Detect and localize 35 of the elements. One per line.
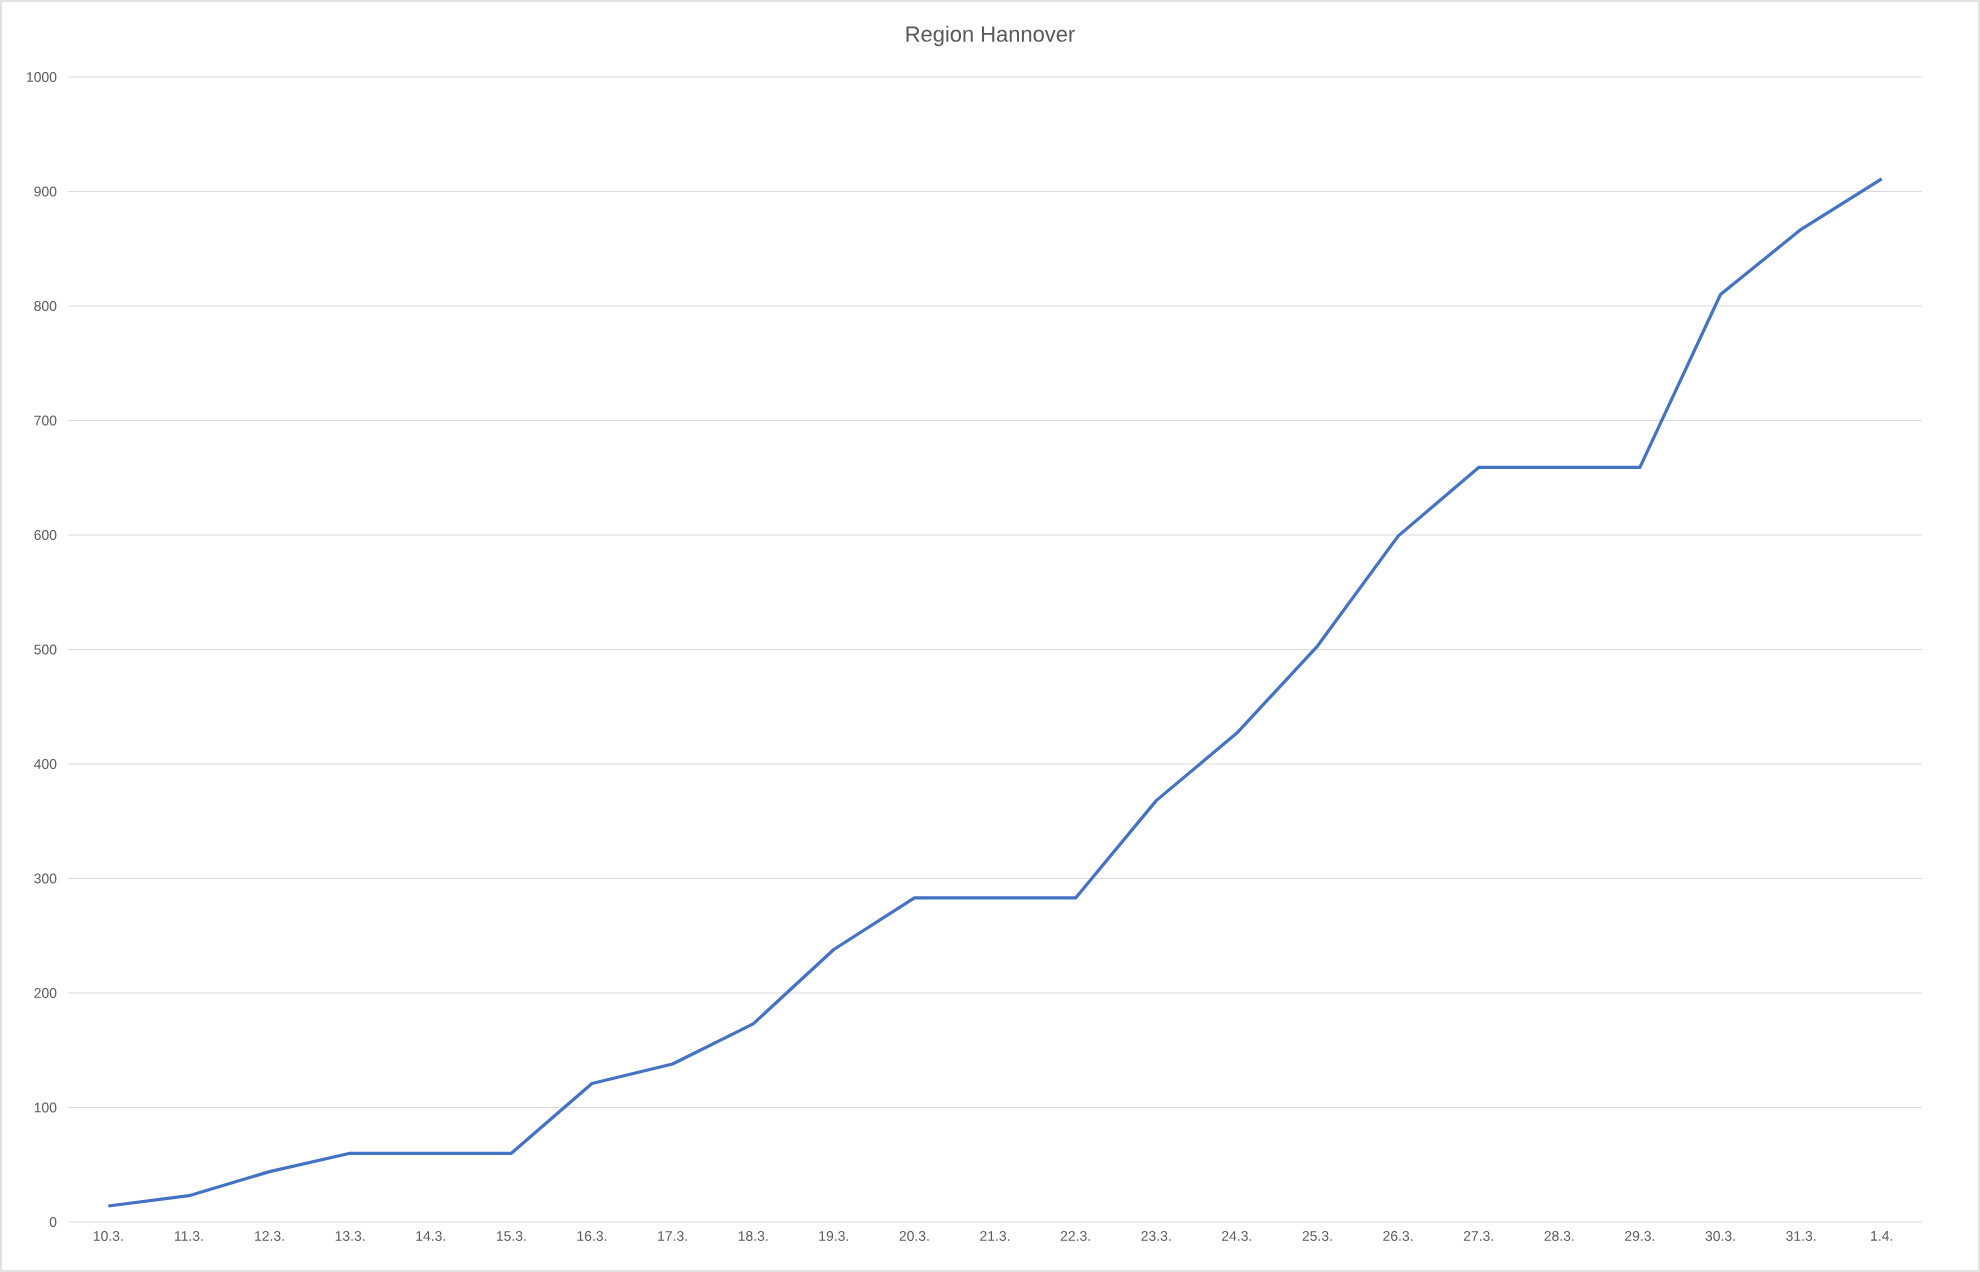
- y-tick-label: 300: [34, 873, 57, 884]
- x-tick-label: 26.3.: [1383, 1231, 1413, 1241]
- chart-title: Region Hannover: [906, 25, 1075, 47]
- x-tick-label: 11.3.: [174, 1231, 203, 1241]
- x-tick-label: 14.3.: [416, 1231, 445, 1241]
- x-tick-label: 19.3.: [819, 1231, 849, 1241]
- x-tick-label: 28.3.: [1544, 1231, 1574, 1241]
- x-tick-label: 13.3.: [335, 1231, 365, 1241]
- x-tick-label: 22.3.: [1060, 1231, 1090, 1241]
- x-tick-label: 31.3.: [1786, 1231, 1816, 1241]
- y-tick-label: 600: [34, 530, 57, 540]
- x-tick-label: 20.3.: [899, 1231, 929, 1241]
- x-tick-label: 30.3.: [1705, 1231, 1735, 1241]
- x-tick-label: 18.3.: [738, 1231, 768, 1241]
- x-tick-label: 17.3.: [658, 1231, 687, 1241]
- y-tick-label: 800: [34, 301, 57, 311]
- y-tick-label: 400: [34, 759, 57, 769]
- x-tick-label: 15.3.: [496, 1231, 526, 1241]
- x-tick-label: 29.3.: [1625, 1231, 1655, 1241]
- x-tick-label: 23.3.: [1141, 1231, 1171, 1241]
- x-tick-label: 12.3.: [255, 1231, 284, 1241]
- x-tick-label: 10.3.: [93, 1231, 123, 1241]
- y-tick-label: 700: [34, 415, 57, 426]
- y-tick-label: 500: [34, 644, 57, 655]
- y-tick-label: 200: [34, 988, 57, 998]
- y-tick-label: 0: [49, 1217, 57, 1227]
- y-tick-label: 1000: [26, 72, 57, 82]
- x-tick-label: 21.3.: [980, 1231, 1010, 1241]
- x-tick-label: 16.3.: [577, 1231, 607, 1241]
- x-tick-label: 1.4.: [1871, 1231, 1893, 1241]
- x-tick-label: 25.3.: [1302, 1231, 1332, 1241]
- y-tick-label: 100: [34, 1102, 57, 1113]
- y-tick-label: 900: [34, 186, 57, 197]
- x-tick-label: 27.3.: [1463, 1231, 1493, 1241]
- x-tick-label: 24.3.: [1222, 1231, 1252, 1241]
